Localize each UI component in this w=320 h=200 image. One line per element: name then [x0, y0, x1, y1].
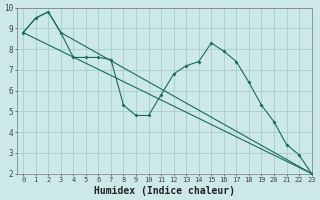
X-axis label: Humidex (Indice chaleur): Humidex (Indice chaleur): [94, 186, 235, 196]
